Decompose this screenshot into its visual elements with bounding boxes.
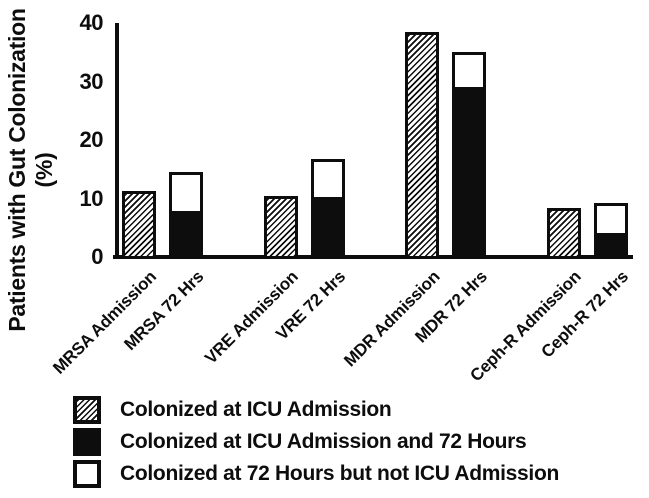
- bar-vre-admission: [263, 196, 298, 259]
- bar-mdr-admission: [405, 31, 439, 259]
- y-tick-label-0: 0: [91, 244, 103, 269]
- y-tick-label-30: 30: [79, 68, 104, 94]
- bar-segment-black-ceph-r-72-hrs: [596, 233, 625, 256]
- legend: Colonized at ICU Admission Colonized at …: [73, 396, 559, 492]
- bar-ceph-r-72-hrs: [593, 203, 628, 259]
- legend-label: Colonized at ICU Admission: [120, 398, 392, 421]
- legend-label: Colonized at ICU Admission and 72 Hours: [120, 430, 527, 453]
- legend-item-colonized-72h-not-admission: Colonized at 72 Hours but not ICU Admiss…: [73, 460, 559, 488]
- bar-segment-black-vre-72-hrs: [313, 196, 342, 256]
- legend-swatch-black-icon: [73, 428, 101, 456]
- legend-swatch-hatched-icon: [73, 396, 101, 424]
- bar-ceph-r-admission: [546, 208, 581, 259]
- bar-mrsa-72-hrs: [169, 172, 203, 259]
- legend-item-colonized-at-admission: Colonized at ICU Admission: [73, 396, 559, 424]
- bar-vre-72-hrs: [310, 159, 345, 259]
- legend-item-colonized-admission-and-72h: Colonized at ICU Admission and 72 Hours: [73, 428, 559, 456]
- y-tick-label-10: 10: [79, 185, 104, 211]
- y-tick-label-40: 40: [79, 10, 104, 35]
- y-axis-line: [115, 23, 119, 259]
- x-axis-line: [113, 255, 633, 259]
- legend-label: Colonized at 72 Hours but not ICU Admiss…: [120, 462, 560, 485]
- bar-mrsa-admission: [122, 190, 156, 259]
- bar-segment-black-mrsa-72-hrs: [172, 210, 200, 256]
- bar-segment-black-mdr-72-hrs: [455, 86, 483, 256]
- bar-mdr-72-hrs: [452, 52, 486, 259]
- legend-swatch-white-icon: [73, 460, 101, 488]
- y-tick-label-20: 20: [79, 127, 104, 152]
